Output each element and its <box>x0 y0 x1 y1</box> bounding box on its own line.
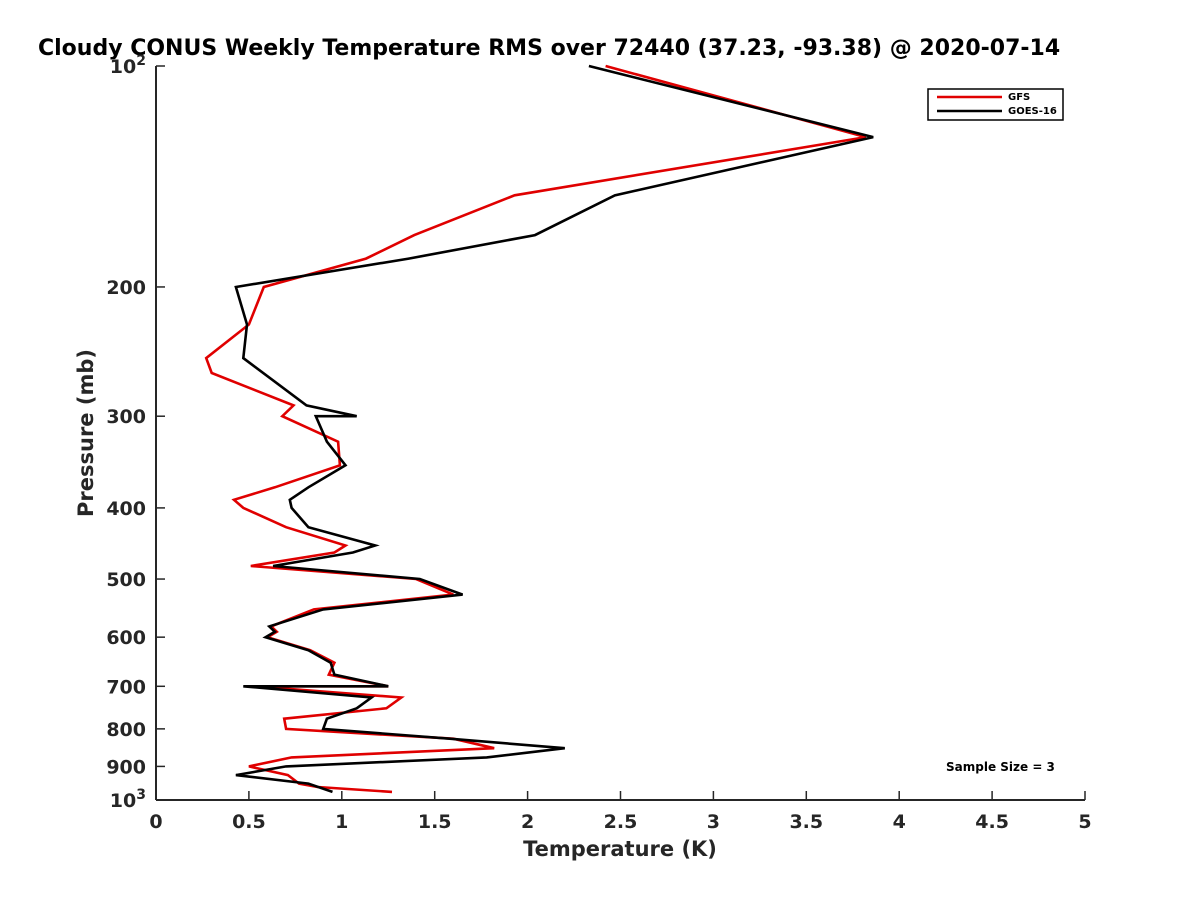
y-tick-label: 700 <box>106 676 146 698</box>
x-axis-label: Temperature (K) <box>523 837 717 861</box>
legend: GFS GOES-16 <box>927 88 1064 121</box>
y-tick-label: 900 <box>106 756 146 778</box>
x-tick-label: 5 <box>1078 811 1091 833</box>
x-tick-label: 0.5 <box>232 811 266 833</box>
y-tick-label: 400 <box>106 498 146 520</box>
series-line-goes16 <box>234 64 874 794</box>
x-tick-label: 4.5 <box>975 811 1009 833</box>
y-tick-label: 102 <box>110 53 146 78</box>
legend-label-goes16: GOES-16 <box>1008 106 1057 117</box>
sample-size-annotation: Sample Size = 3 <box>946 760 1055 774</box>
y-tick-label: 300 <box>106 406 146 428</box>
y-tick-label: 103 <box>110 787 146 812</box>
y-tick-label: 600 <box>106 627 146 649</box>
x-tick-label: 2.5 <box>604 811 638 833</box>
x-ticks: 0 0.5 1 1.5 2 2.5 3 3.5 4 4.5 5 <box>149 791 1092 833</box>
x-tick-label: 3.5 <box>789 811 823 833</box>
legend-label-gfs: GFS <box>1008 92 1030 103</box>
y-ticks: 102 200 300 400 500 600 700 800 900 103 <box>106 53 165 812</box>
x-tick-label: 1.5 <box>418 811 452 833</box>
x-tick-label: 3 <box>707 811 720 833</box>
y-tick-label: 800 <box>106 719 146 741</box>
x-tick-label: 1 <box>335 811 348 833</box>
x-tick-label: 4 <box>893 811 906 833</box>
x-tick-label: 2 <box>521 811 534 833</box>
y-tick-label: 200 <box>106 277 146 299</box>
chart-title: Cloudy CONUS Weekly Temperature RMS over… <box>38 36 1060 61</box>
x-tick-label: 0 <box>149 811 162 833</box>
legend-box <box>927 88 1064 121</box>
y-tick-label: 500 <box>106 569 146 591</box>
y-axis-label: Pressure (mb) <box>74 349 98 517</box>
series-layer <box>204 64 874 794</box>
